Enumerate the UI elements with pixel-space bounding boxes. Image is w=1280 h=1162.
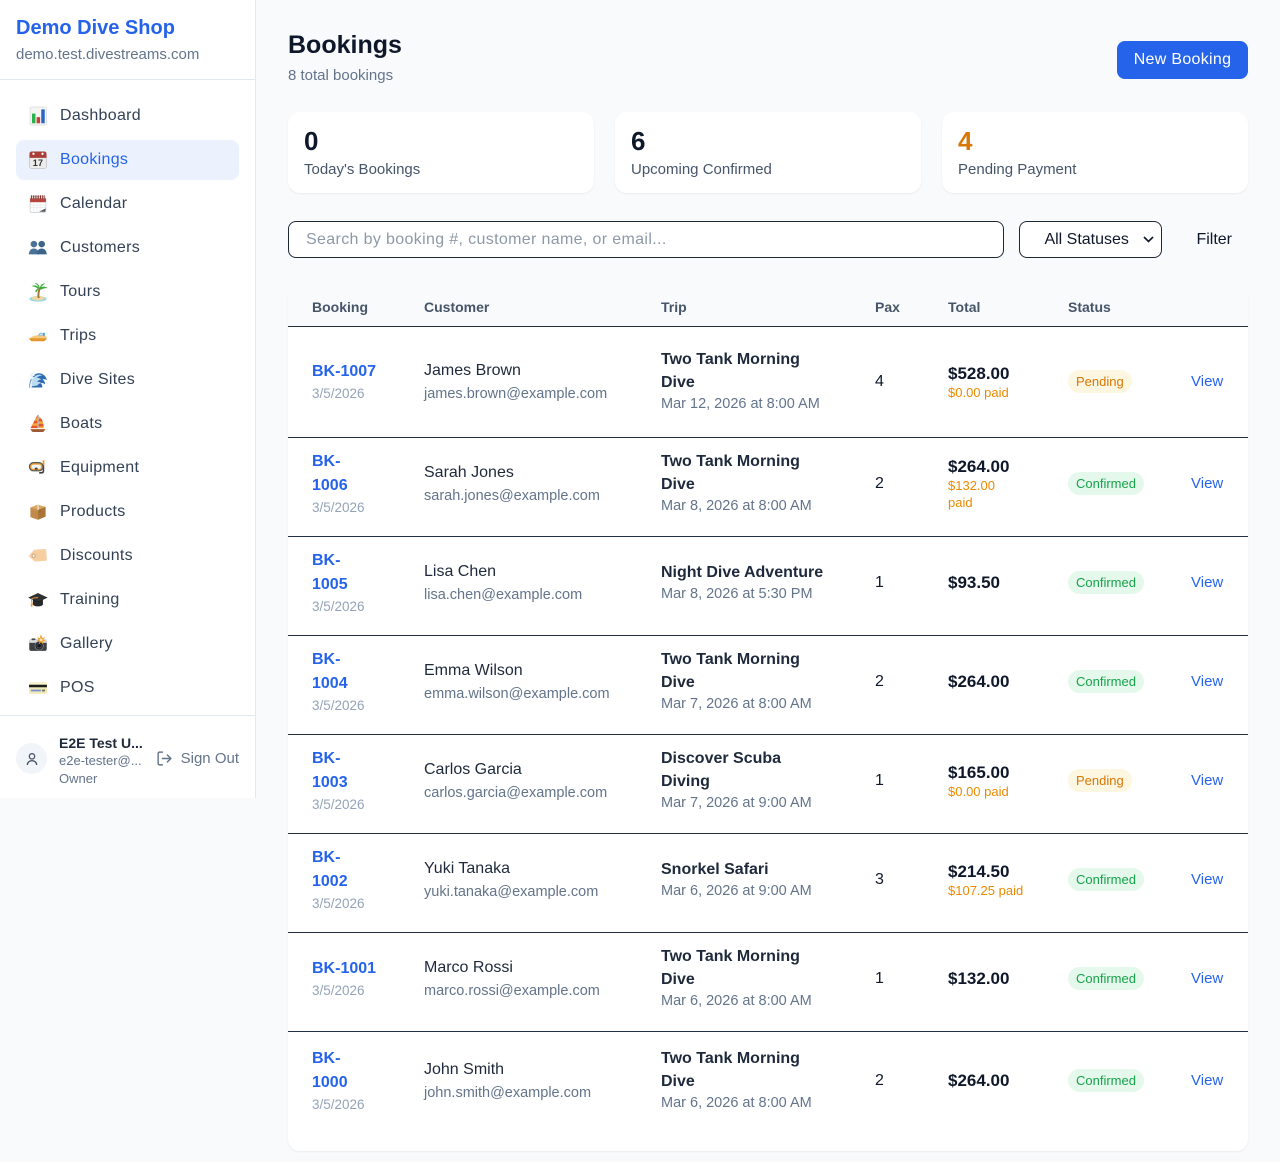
svg-text:17: 17 bbox=[33, 158, 44, 168]
